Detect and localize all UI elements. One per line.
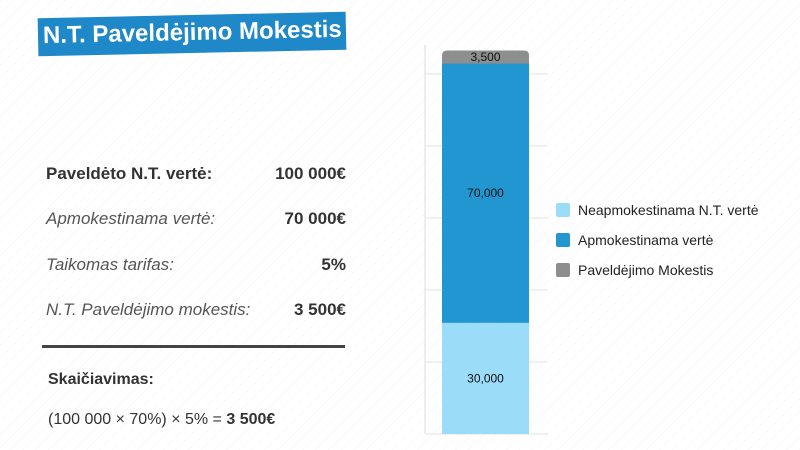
formula-expression: (100 000 × 70%) × 5% = bbox=[48, 411, 222, 428]
chart-legend: Neapmokestinama N.T. vertė Apmokestinama… bbox=[556, 200, 759, 290]
legend-label: Neapmokestinama N.T. vertė bbox=[578, 202, 759, 218]
legend-item: Paveldėjimo Mokestis bbox=[556, 260, 759, 280]
legend-swatch bbox=[556, 263, 570, 277]
legend-label: Paveldėjimo Mokestis bbox=[578, 262, 714, 278]
summary-row-inheritance-tax: N.T. Paveldėjimo mokestis: 3 500€ bbox=[46, 300, 346, 320]
bar-segment bbox=[442, 63, 529, 323]
legend-item: Apmokestinama vertė bbox=[556, 230, 759, 250]
calculation-title: Skaičiavimas: bbox=[48, 371, 154, 388]
summary-row-tax-rate: Taikomas tarifas: 5% bbox=[46, 255, 346, 275]
formula-result: 3 500€ bbox=[226, 411, 276, 428]
legend-swatch bbox=[556, 233, 570, 247]
legend-swatch bbox=[556, 203, 570, 217]
section-divider bbox=[42, 345, 345, 348]
row-value: 100 000€ bbox=[275, 164, 346, 183]
calculation-formula: (100 000 × 70%) × 5% = 3 500€ bbox=[48, 411, 275, 429]
data-label: 30,000 bbox=[467, 371, 504, 385]
row-label: Apmokestinama vertė: bbox=[46, 209, 216, 228]
summary-row-inherited-value: Paveldėto N.T. vertė: 100 000€ bbox=[46, 164, 346, 184]
legend-item: Neapmokestinama N.T. vertė bbox=[556, 200, 759, 220]
data-label: 70,000 bbox=[467, 186, 504, 200]
bar-segment bbox=[442, 50, 529, 64]
data-label: 3,500 bbox=[470, 50, 500, 64]
summary-row-taxable-value: Apmokestinama vertė: 70 000€ bbox=[46, 209, 346, 229]
row-value: 5% bbox=[321, 255, 346, 274]
row-label: Paveldėto N.T. vertė: bbox=[46, 164, 213, 183]
row-value: 3 500€ bbox=[294, 300, 346, 319]
bar-segment bbox=[442, 322, 529, 434]
row-label: N.T. Paveldėjimo mokestis: bbox=[46, 300, 251, 319]
legend-label: Apmokestinama vertė bbox=[578, 232, 714, 248]
row-value: 70 000€ bbox=[284, 209, 346, 228]
row-label: Taikomas tarifas: bbox=[46, 255, 174, 274]
